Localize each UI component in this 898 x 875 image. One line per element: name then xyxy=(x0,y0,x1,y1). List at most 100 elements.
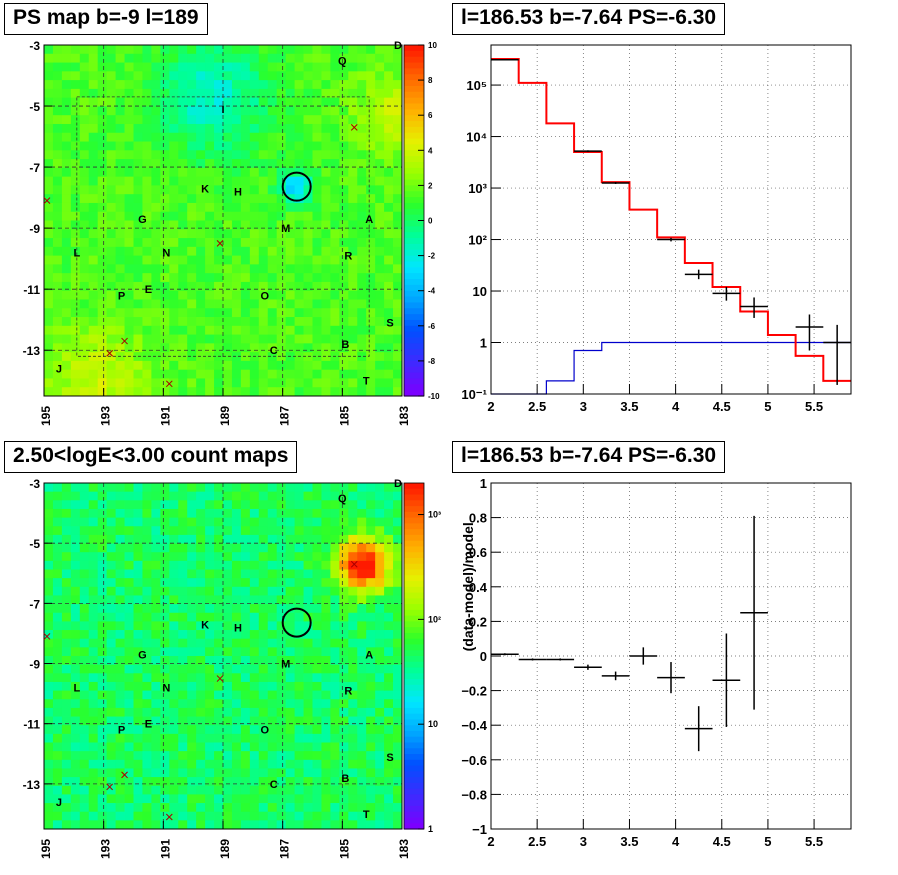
heatmap-cell xyxy=(214,255,224,265)
heatmap-cell xyxy=(151,325,161,335)
heatmap-cell xyxy=(348,62,358,72)
heatmap-cell xyxy=(276,88,287,99)
heatmap-cell xyxy=(294,132,304,142)
heatmap-cell xyxy=(61,664,72,674)
heatmap-cell xyxy=(88,53,99,63)
heatmap-cell xyxy=(231,317,242,327)
heatmap-cell xyxy=(330,334,340,344)
heatmap-cell xyxy=(258,97,269,107)
heatmap-cell xyxy=(294,526,304,536)
heatmap-cell xyxy=(52,751,63,761)
heatmap-cell xyxy=(169,491,179,501)
heatmap-cell xyxy=(187,664,197,674)
heatmap-cell xyxy=(339,378,349,388)
heatmap-cell xyxy=(384,281,394,292)
heatmap-cell xyxy=(294,673,304,683)
heatmap-cell xyxy=(52,604,63,614)
heatmap-cell xyxy=(196,612,206,622)
heatmap-cell xyxy=(285,534,295,544)
heatmap-cell xyxy=(196,194,206,204)
heatmap-cell xyxy=(70,220,81,230)
heatmap-cell xyxy=(187,238,197,248)
heatmap-cell xyxy=(321,794,331,804)
heatmap-cell xyxy=(240,552,251,562)
heatmap-cell xyxy=(267,595,278,605)
heatmap-cell xyxy=(258,123,269,134)
heatmap-cell xyxy=(187,246,197,257)
heatmap-cell xyxy=(97,656,108,666)
colorbar-swatch xyxy=(404,759,424,767)
heatmap-cell xyxy=(384,803,394,813)
heatmap-cell xyxy=(393,768,403,778)
heatmap-cell xyxy=(294,612,304,622)
heatmap-cell xyxy=(88,707,99,717)
heatmap-cell xyxy=(187,699,197,709)
heatmap-cell xyxy=(97,71,108,81)
heatmap-cell xyxy=(88,552,99,562)
colorbar-swatch xyxy=(404,68,424,75)
spectrum-data-point xyxy=(823,324,851,385)
heatmap-cell xyxy=(88,569,99,579)
heatmap-cell xyxy=(44,220,54,230)
heatmap-cell xyxy=(124,106,134,116)
heatmap-cell xyxy=(312,517,322,527)
residual-y-tick-label: 0.2 xyxy=(469,614,487,629)
heatmap-cell xyxy=(124,638,134,648)
heatmap-cell xyxy=(169,238,179,248)
heatmap-cell xyxy=(348,552,358,562)
heatmap-cell xyxy=(169,220,179,230)
heatmap-cell xyxy=(88,508,99,518)
heatmap-cell xyxy=(151,517,161,527)
heatmap-cell xyxy=(321,647,331,657)
heatmap-cell xyxy=(348,742,358,752)
heatmap-cell xyxy=(267,246,278,257)
heatmap-cell xyxy=(240,88,251,99)
heatmap-cell xyxy=(187,604,197,614)
heatmap-cell xyxy=(70,176,81,186)
heatmap-cell xyxy=(375,604,385,614)
heatmap-cell xyxy=(276,360,287,371)
heatmap-cell xyxy=(97,176,108,186)
heatmap-cell xyxy=(196,264,206,274)
heatmap-cell xyxy=(214,811,224,821)
heatmap-cell xyxy=(196,299,206,309)
heatmap-cell xyxy=(214,281,224,292)
heatmap-cell xyxy=(79,560,90,570)
heatmap-cell xyxy=(115,106,125,116)
heatmap-cell xyxy=(187,352,197,362)
heatmap-cell xyxy=(348,378,358,388)
heatmap-cell xyxy=(178,308,188,318)
cross-stroke xyxy=(121,771,128,779)
heatmap-cell xyxy=(214,586,224,596)
heatmap-cell xyxy=(348,794,358,804)
heatmap-cell xyxy=(303,560,313,570)
heatmap-cell xyxy=(160,578,170,588)
heatmap-cell xyxy=(357,88,367,99)
heatmap-cell xyxy=(240,716,251,726)
heatmap-cell xyxy=(321,803,331,813)
heatmap-cell xyxy=(214,751,224,761)
heatmap-cell xyxy=(133,378,143,388)
heatmap-cell xyxy=(115,491,125,501)
heatmap-cell xyxy=(133,742,143,752)
heatmap-cell xyxy=(258,690,269,700)
heatmap-cell xyxy=(231,185,242,195)
heatmap-cell xyxy=(276,53,287,63)
heatmap-cell xyxy=(160,115,170,125)
colorbar-swatch xyxy=(404,563,424,571)
heatmap-cell xyxy=(294,569,304,579)
heatmap-cell xyxy=(312,534,322,544)
heatmap-cell xyxy=(70,595,81,605)
heatmap-cell xyxy=(366,115,376,125)
heatmap-cell xyxy=(321,132,331,142)
heatmap-cell xyxy=(151,202,161,213)
heatmap-cell xyxy=(330,387,340,397)
heatmap-cell xyxy=(285,369,295,379)
heatmap-cell xyxy=(312,656,322,666)
heatmap-cell xyxy=(52,97,63,107)
heatmap-cell xyxy=(124,62,134,72)
heatmap-cell xyxy=(88,150,99,160)
colorbar-swatch xyxy=(404,390,424,397)
heatmap-cell xyxy=(240,325,251,335)
heatmap-cell xyxy=(321,246,331,257)
